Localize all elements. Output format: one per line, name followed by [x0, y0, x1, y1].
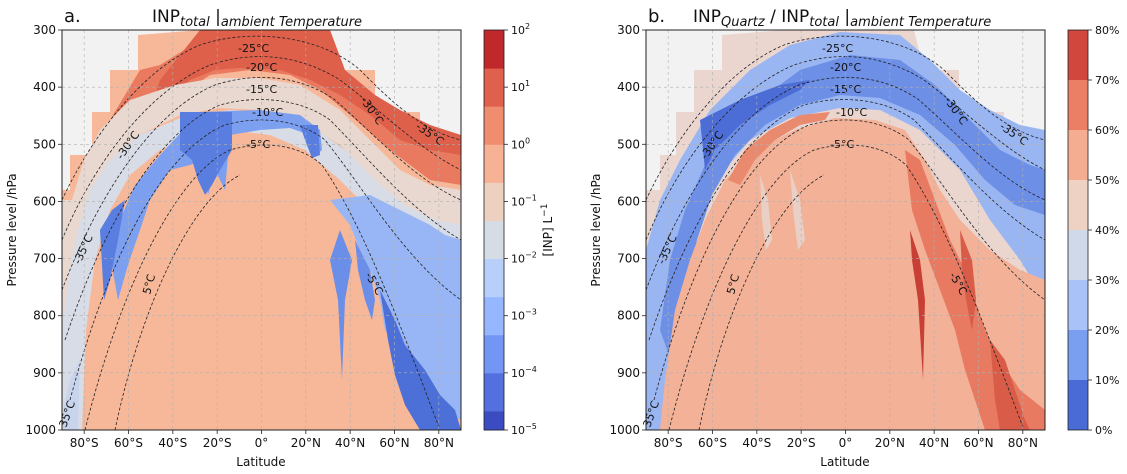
panel-a-ylabel: Pressure level /hPa — [5, 173, 19, 286]
y-tick-label: 400 — [33, 80, 56, 94]
panel-a-label: a. — [64, 6, 81, 27]
colorbar-tick-label: 50% — [1095, 174, 1119, 187]
x-tick-label: 20°N — [875, 436, 905, 450]
colorbar-tick-label: 10−1 — [511, 193, 537, 208]
y-tick-label: 300 — [33, 23, 56, 37]
colorbar-tick-label: 60% — [1095, 124, 1119, 137]
colorbar-tick-label: 10−3 — [511, 308, 537, 323]
x-tick-label: 60°N — [963, 436, 993, 450]
contour-label: -5°C — [830, 138, 854, 151]
x-tick-label: 0° — [255, 436, 269, 450]
x-tick-label: 60°S — [698, 436, 727, 450]
x-tick-label: 80°S — [70, 436, 99, 450]
contour-label: -25°C — [822, 42, 853, 55]
panel-b-contours — [646, 35, 1045, 430]
x-tick-label: 20°N — [291, 436, 321, 450]
y-tick-label: 1000 — [609, 423, 640, 437]
contour-label: -25°C — [238, 42, 269, 55]
contour-label: 5°C — [140, 273, 158, 296]
colorbar-tick-label: 30% — [1095, 274, 1119, 287]
colorbar-tick-label: 10−2 — [511, 251, 537, 266]
x-tick-label: 20°S — [787, 436, 816, 450]
colorbar-tick-label: 20% — [1095, 324, 1119, 337]
x-tick-label: 80°N — [1008, 436, 1038, 450]
contour-label: -15°C — [246, 83, 277, 96]
x-tick-label: 40°S — [158, 436, 187, 450]
panel-a-ticks: 80°S 60°S 40°S 20°S 0° 20°N 40°N 60°N 80°N 300 400… — [25, 23, 454, 450]
y-tick-label: 700 — [617, 252, 640, 266]
colorbar-tick-label: 0% — [1095, 424, 1112, 437]
y-tick-label: 500 — [33, 137, 56, 151]
x-tick-label: 0° — [839, 436, 853, 450]
colorbar-tick-label: 10% — [1095, 374, 1119, 387]
panel-b-ylabel: Pressure level /hPa — [589, 173, 603, 286]
panel-a-colorbar: 10−5 10−4 10−3 10−2 10−1 100 101 102 [INP] L−1 — [483, 22, 555, 437]
x-tick-label: 80°S — [654, 436, 683, 450]
panel-a-contours — [62, 35, 461, 430]
contour-label: 5°C — [724, 273, 742, 296]
y-tick-label: 1000 — [25, 423, 56, 437]
colorbar-tick-label: 10−4 — [511, 365, 537, 380]
colorbar-tick-label: 80% — [1095, 24, 1119, 37]
colorbar-tick-label: 100 — [511, 136, 530, 151]
panel-b-ticks: 80°S 60°S 40°S 20°S 0° 20°N 40°N 60°N 80°N 300 400… — [609, 23, 1038, 450]
x-tick-label: 40°N — [335, 436, 365, 450]
x-tick-label: 60°S — [114, 436, 143, 450]
contour-label: -5°C — [246, 138, 270, 151]
panel-b-label: b. — [648, 6, 665, 27]
x-tick-label: 80°N — [424, 436, 454, 450]
contour-label: -10°C — [252, 106, 283, 119]
panel-b: b. INPQuartz / INPtotal |ambient Tempera… — [589, 6, 1119, 469]
panel-b-colorbar: 0% 10% 20% 30% 40% 50% 60% 70% 80% — [1067, 24, 1119, 437]
y-tick-label: 600 — [617, 194, 640, 208]
y-tick-label: 400 — [617, 80, 640, 94]
y-tick-label: 800 — [33, 309, 56, 323]
panel-b-xlabel: Latitude — [820, 455, 869, 469]
x-tick-label: 40°N — [919, 436, 949, 450]
panel-a: a. INPtotal |ambient Temperature — [5, 6, 555, 469]
panel-a-title: INPtotal |ambient Temperature — [152, 7, 362, 30]
colorbar-tick-label: 40% — [1095, 224, 1119, 237]
colorbar-tick-label: 70% — [1095, 74, 1119, 87]
panel-a-xlabel: Latitude — [236, 455, 285, 469]
panel-b-title: INPQuartz / INPtotal |ambient Temperatur… — [693, 7, 991, 30]
y-tick-label: 900 — [33, 366, 56, 380]
contour-label: -15°C — [830, 83, 861, 96]
y-tick-label: 600 — [33, 194, 56, 208]
y-tick-label: 800 — [617, 309, 640, 323]
y-tick-label: 700 — [33, 252, 56, 266]
colorbar-tick-label: 101 — [511, 79, 530, 94]
y-tick-label: 300 — [617, 23, 640, 37]
y-tick-label: 500 — [617, 137, 640, 151]
colorbar-tick-label: 102 — [511, 22, 530, 37]
x-tick-label: 20°S — [203, 436, 232, 450]
y-tick-label: 900 — [617, 366, 640, 380]
contour-label: -10°C — [836, 106, 867, 119]
colorbar-tick-label: 10−5 — [511, 422, 537, 437]
x-tick-label: 40°S — [742, 436, 771, 450]
panel-a-colorbar-label: [INP] L−1 — [540, 204, 555, 257]
x-tick-label: 60°N — [379, 436, 409, 450]
